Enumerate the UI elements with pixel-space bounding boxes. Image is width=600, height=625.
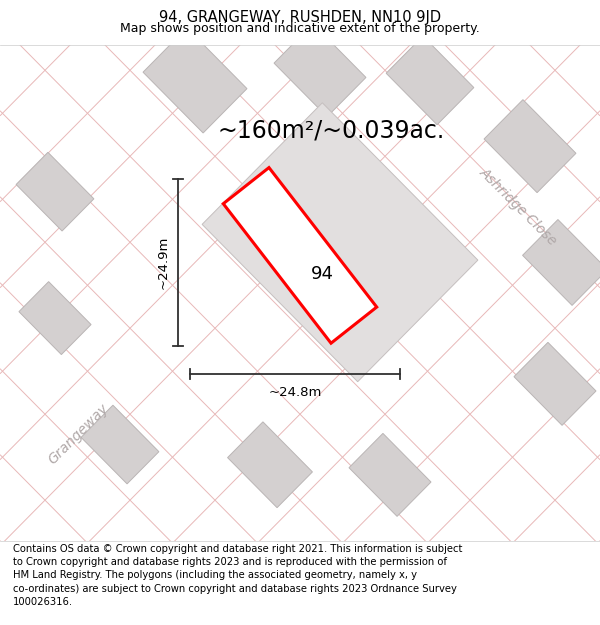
Polygon shape [19,282,91,354]
Text: ~24.8m: ~24.8m [268,386,322,399]
Polygon shape [16,152,94,231]
Polygon shape [143,28,247,133]
Polygon shape [274,24,366,117]
Text: Grangeway: Grangeway [45,401,111,468]
Polygon shape [514,342,596,426]
Polygon shape [484,99,576,192]
Polygon shape [81,405,159,484]
Text: Contains OS data © Crown copyright and database right 2021. This information is : Contains OS data © Crown copyright and d… [13,544,463,607]
Polygon shape [523,219,600,306]
Polygon shape [223,168,377,343]
Text: Map shows position and indicative extent of the property.: Map shows position and indicative extent… [120,22,480,35]
Text: 94, GRANGEWAY, RUSHDEN, NN10 9JD: 94, GRANGEWAY, RUSHDEN, NN10 9JD [159,10,441,25]
Polygon shape [349,433,431,516]
Text: Ashridge Close: Ashridge Close [476,166,559,248]
Polygon shape [227,422,313,508]
Text: ~160m²/~0.039ac.: ~160m²/~0.039ac. [218,119,445,143]
Polygon shape [386,36,474,125]
Text: ~24.9m: ~24.9m [157,236,170,289]
Polygon shape [202,102,478,382]
Text: 94: 94 [311,264,334,282]
